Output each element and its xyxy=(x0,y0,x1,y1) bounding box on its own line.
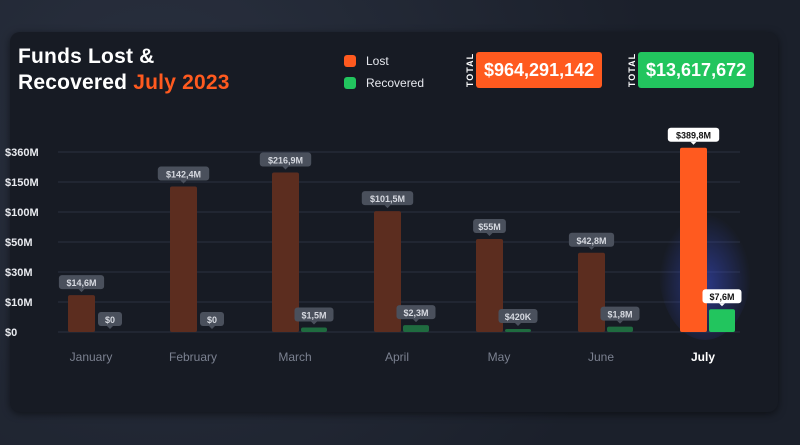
legend-item-recovered: Recovered xyxy=(344,72,424,94)
title-line-2-accent: July 2023 xyxy=(133,71,230,94)
data-label-pointer xyxy=(180,180,187,184)
data-label-bg xyxy=(600,306,640,321)
legend-swatch-lost xyxy=(344,55,356,67)
data-label: $42,8M xyxy=(576,236,606,246)
data-label-bg xyxy=(667,127,720,142)
data-label: $101,5M xyxy=(370,194,405,204)
data-label-pointer xyxy=(107,326,113,329)
data-label-pointer xyxy=(690,141,697,145)
title-line-1: Funds Lost & xyxy=(18,45,155,68)
x-tick-label: February xyxy=(169,350,217,364)
bar-lost xyxy=(476,239,503,332)
bar-lost xyxy=(272,172,299,332)
data-label-pointer xyxy=(413,319,419,323)
y-tick-label: $150M xyxy=(5,177,39,189)
data-label-pointer xyxy=(78,289,85,293)
data-label-bg xyxy=(200,312,224,326)
data-label: $0 xyxy=(105,315,115,325)
bar-recovered xyxy=(505,329,531,332)
bar-recovered xyxy=(403,325,429,332)
y-tick-label: $100M xyxy=(5,207,39,219)
legend-label-recovered: Recovered xyxy=(366,76,425,90)
data-label-pointer xyxy=(486,233,493,236)
data-label: $216,9M xyxy=(268,155,303,165)
bar-recovered xyxy=(709,309,735,332)
data-label-pointer xyxy=(588,246,595,250)
total-lost-box: TOTAL $964,291,142 xyxy=(452,52,603,88)
y-tick-label: $30M xyxy=(5,267,33,279)
x-tick-label: July xyxy=(691,350,715,364)
data-label-bg xyxy=(259,152,312,167)
y-tick-label: $360M xyxy=(5,147,39,159)
bar-lost xyxy=(578,252,605,332)
bar-recovered xyxy=(607,326,633,332)
data-label-pointer xyxy=(209,326,215,329)
data-label-pointer xyxy=(311,321,317,325)
bar-lost xyxy=(374,211,401,332)
total-recovered-value: $13,617,672 xyxy=(638,52,755,88)
data-label: $2,3M xyxy=(403,308,428,318)
data-label-pointer xyxy=(384,205,391,209)
data-label-bg xyxy=(157,166,210,181)
data-label-bg xyxy=(58,275,105,290)
data-label-bg xyxy=(702,289,742,304)
legend-item-lost: Lost xyxy=(344,50,424,72)
title-line-2: Recovered July 2023 xyxy=(18,70,230,96)
chart-title: Funds Lost & Recovered July 2023 xyxy=(18,44,230,96)
total-lost-value: $964,291,142 xyxy=(476,52,603,88)
data-label: $55M xyxy=(478,222,501,232)
y-tick-label: $0 xyxy=(5,327,17,339)
data-label-pointer xyxy=(719,303,725,307)
bar-recovered xyxy=(301,327,327,332)
data-label-bg xyxy=(473,219,506,233)
data-label: $420K xyxy=(505,312,532,322)
x-tick-label: April xyxy=(385,350,409,364)
data-label-pointer xyxy=(515,323,521,326)
data-label: $14,6M xyxy=(66,278,96,288)
title-line-2-prefix: Recovered xyxy=(18,71,128,94)
data-label: $0 xyxy=(207,315,217,325)
legend-label-lost: Lost xyxy=(366,54,389,68)
bar-lost xyxy=(680,147,707,332)
data-label-pointer xyxy=(617,320,623,324)
data-label: $389,8M xyxy=(676,131,711,141)
data-label: $1,8M xyxy=(607,310,632,320)
x-tick-label: June xyxy=(588,350,614,364)
x-tick-label: May xyxy=(488,350,511,364)
data-label-bg xyxy=(98,312,122,326)
x-tick-label: January xyxy=(70,350,113,364)
data-label: $142,4M xyxy=(166,170,201,180)
legend: Lost Recovered xyxy=(344,50,424,94)
data-label-bg xyxy=(396,305,436,320)
total-recovered-box: TOTAL $13,617,672 xyxy=(614,52,755,88)
data-label-bg xyxy=(568,232,615,247)
data-label-bg xyxy=(294,307,334,322)
data-label-bg xyxy=(498,309,538,323)
data-label: $1,5M xyxy=(301,311,326,321)
y-tick-label: $50M xyxy=(5,237,33,249)
x-tick-label: March xyxy=(278,350,311,364)
y-tick-label: $10M xyxy=(5,297,33,309)
bar-lost xyxy=(170,186,197,332)
data-label-bg xyxy=(361,191,414,206)
data-label: $7,6M xyxy=(709,292,734,302)
bar-lost xyxy=(68,295,95,332)
legend-swatch-recovered xyxy=(344,77,356,89)
data-label-pointer xyxy=(282,166,289,170)
